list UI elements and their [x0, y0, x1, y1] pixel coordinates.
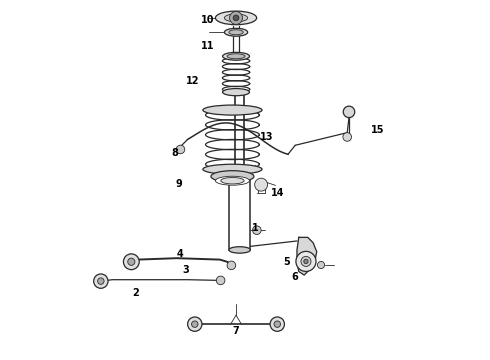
Text: 7: 7 — [233, 325, 240, 336]
Ellipse shape — [203, 164, 262, 174]
Circle shape — [301, 256, 311, 266]
Circle shape — [343, 133, 351, 141]
Text: 2: 2 — [132, 288, 139, 298]
Circle shape — [296, 251, 316, 271]
Circle shape — [230, 12, 243, 24]
Ellipse shape — [229, 247, 250, 253]
Circle shape — [274, 321, 280, 327]
Polygon shape — [297, 237, 317, 275]
Text: 5: 5 — [283, 257, 290, 267]
Circle shape — [98, 278, 104, 284]
Circle shape — [176, 145, 185, 154]
Ellipse shape — [216, 176, 249, 185]
Text: 12: 12 — [186, 76, 200, 86]
Text: 1: 1 — [252, 224, 259, 233]
Ellipse shape — [203, 105, 262, 115]
Text: 13: 13 — [260, 132, 273, 142]
Circle shape — [227, 261, 236, 270]
Text: 8: 8 — [172, 148, 178, 158]
Ellipse shape — [222, 52, 249, 60]
Ellipse shape — [221, 177, 244, 184]
Circle shape — [128, 258, 135, 265]
Text: 3: 3 — [182, 265, 189, 275]
Text: 14: 14 — [270, 188, 284, 198]
Ellipse shape — [224, 14, 247, 22]
Ellipse shape — [224, 28, 247, 36]
Circle shape — [318, 261, 324, 269]
Text: 4: 4 — [177, 248, 184, 258]
Circle shape — [192, 321, 198, 327]
Ellipse shape — [229, 30, 243, 35]
Text: 15: 15 — [371, 125, 385, 135]
Text: 9: 9 — [175, 179, 182, 189]
Circle shape — [188, 317, 202, 331]
Ellipse shape — [227, 54, 245, 59]
Ellipse shape — [216, 11, 257, 25]
Ellipse shape — [222, 89, 249, 96]
Circle shape — [270, 317, 285, 331]
Circle shape — [343, 106, 355, 118]
Circle shape — [252, 226, 261, 234]
Circle shape — [233, 15, 239, 21]
Circle shape — [123, 254, 139, 270]
Text: 6: 6 — [292, 272, 298, 282]
Circle shape — [304, 259, 308, 264]
Circle shape — [216, 276, 225, 285]
Text: 11: 11 — [200, 41, 214, 50]
Text: 10: 10 — [200, 15, 214, 26]
Ellipse shape — [211, 171, 254, 182]
Circle shape — [255, 178, 268, 191]
Circle shape — [94, 274, 108, 288]
